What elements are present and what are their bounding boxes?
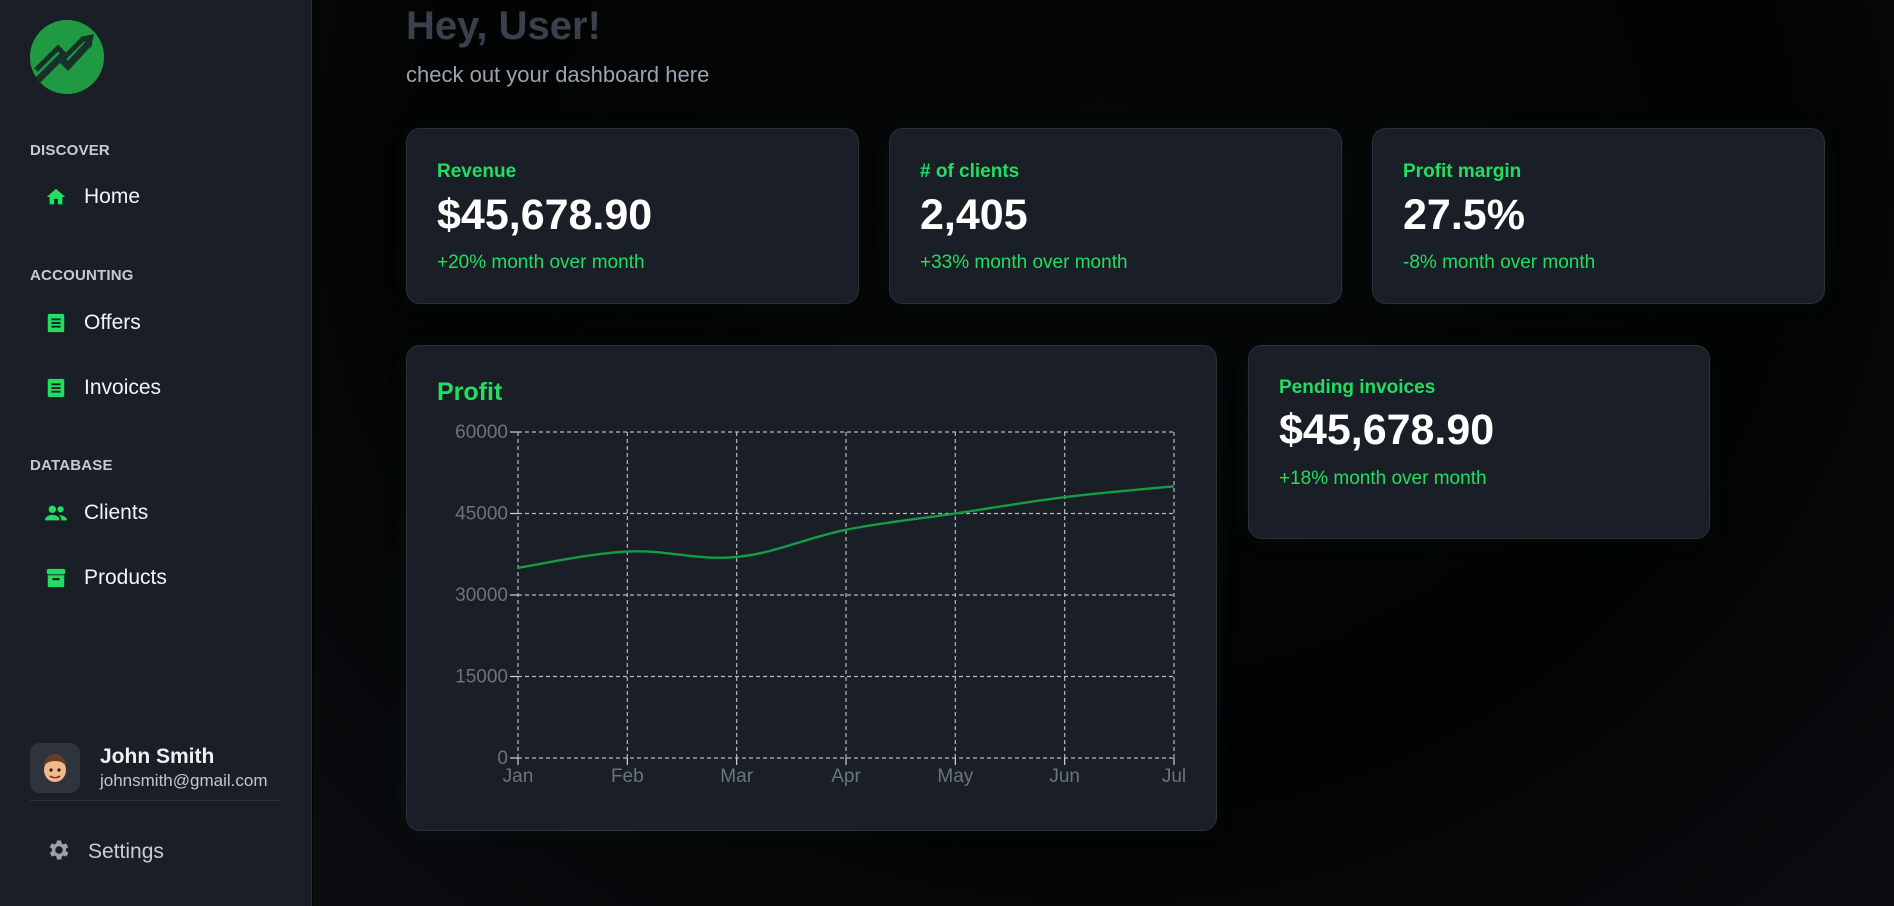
- stat-label: # of clients: [920, 161, 1020, 182]
- x-tick-label: Apr: [831, 766, 861, 787]
- sidebar-item-label: Invoices: [84, 376, 162, 399]
- profit-series-line: [517, 485, 1175, 570]
- app-logo[interactable]: [30, 20, 104, 94]
- sidebar: DISCOVER Home ACCOUNTING Offers Invoices…: [0, 0, 312, 906]
- sidebar-item-home[interactable]: Home: [44, 180, 140, 214]
- page-subtitle: check out your dashboard here: [406, 62, 710, 87]
- pending-invoices-card: Pending invoices $45,678.90 +18% month o…: [1248, 345, 1710, 539]
- y-tick-label: 15000: [455, 667, 508, 688]
- sidebar-item-label: Clients: [84, 501, 149, 524]
- x-tick-label: May: [937, 766, 973, 787]
- archive-icon: [44, 566, 68, 590]
- trending-up-icon: [30, 20, 104, 94]
- x-tick-label: Jan: [503, 766, 534, 787]
- stat-delta: -8% month over month: [1403, 252, 1596, 273]
- divider: [30, 800, 280, 801]
- y-tick-label: 30000: [455, 585, 508, 606]
- stat-card-profit-margin: Profit margin 27.5% -8% month over month: [1372, 128, 1825, 304]
- stat-delta: +18% month over month: [1279, 468, 1487, 489]
- stat-delta: +20% month over month: [437, 252, 645, 273]
- user-email: johnsmith@gmail.com: [100, 771, 268, 790]
- x-tick-label: Jun: [1049, 766, 1080, 787]
- stat-value: $45,678.90: [1279, 406, 1495, 454]
- receipt-icon: [44, 376, 68, 400]
- stat-label: Profit margin: [1403, 161, 1522, 182]
- stat-label: Revenue: [437, 161, 517, 182]
- home-icon: [44, 185, 68, 209]
- sidebar-item-offers[interactable]: Offers: [44, 306, 141, 340]
- receipt-icon: [44, 311, 68, 335]
- y-tick-label: 45000: [455, 504, 508, 525]
- y-tick-label: 0: [497, 748, 508, 769]
- x-tick-label: Feb: [611, 766, 644, 787]
- sidebar-item-label: Offers: [84, 311, 141, 334]
- stat-value: 27.5%: [1403, 191, 1525, 239]
- people-icon: [44, 501, 68, 525]
- stat-card-clients: # of clients 2,405 +33% month over month: [889, 128, 1342, 304]
- section-title-database: DATABASE: [30, 457, 113, 474]
- stat-label: Pending invoices: [1279, 377, 1436, 398]
- stat-value: $45,678.90: [437, 191, 653, 239]
- sidebar-item-clients[interactable]: Clients: [44, 496, 148, 530]
- section-title-accounting: ACCOUNTING: [30, 267, 134, 284]
- page-title: Hey, User!: [406, 4, 601, 48]
- settings-label: Settings: [88, 840, 164, 863]
- x-tick-label: Mar: [720, 766, 753, 787]
- y-tick-label: 60000: [455, 422, 508, 443]
- sidebar-item-invoices[interactable]: Invoices: [44, 371, 161, 405]
- user-avatar-icon: [44, 754, 66, 782]
- settings-button[interactable]: Settings: [46, 834, 164, 870]
- user-profile[interactable]: John Smith johnsmith@gmail.com: [30, 734, 280, 802]
- avatar: [30, 743, 80, 793]
- chart-title: Profit: [437, 378, 503, 406]
- section-title-discover: DISCOVER: [30, 142, 110, 159]
- sidebar-item-label: Products: [84, 566, 167, 589]
- stat-card-revenue: Revenue $45,678.90 +20% month over month: [406, 128, 859, 304]
- x-tick-label: Jul: [1162, 766, 1186, 787]
- user-name: John Smith: [100, 745, 215, 768]
- sidebar-item-label: Home: [84, 185, 141, 208]
- profit-chart-card: Profit 0 15000 30000 45000 60000 Jan Feb Mar Apr…: [406, 345, 1217, 831]
- sidebar-item-products[interactable]: Products: [44, 561, 167, 595]
- profit-chart: 0 15000 30000 45000 60000 Jan Feb Mar Apr May Jun J…: [455, 422, 1186, 787]
- stat-delta: +33% month over month: [920, 252, 1128, 273]
- stat-value: 2,405: [920, 191, 1028, 239]
- gear-icon: [46, 837, 72, 868]
- main-content: Hey, User! check out your dashboard here…: [313, 0, 1894, 906]
